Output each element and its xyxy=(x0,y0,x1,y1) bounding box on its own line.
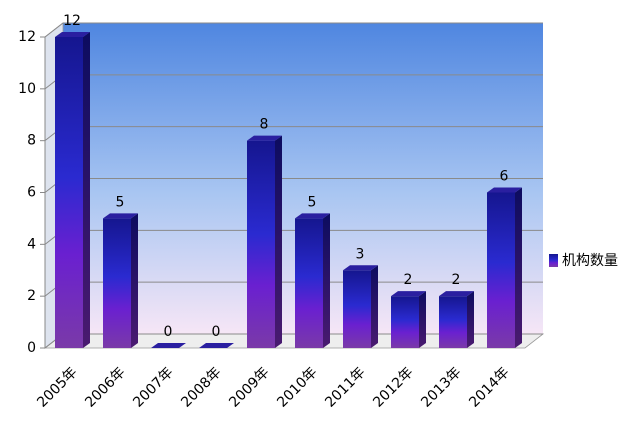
bar-side xyxy=(515,187,522,348)
data-label: 3 xyxy=(356,246,365,262)
data-label: 0 xyxy=(212,324,221,340)
bar-side xyxy=(371,265,378,348)
x-tick-label: 2014年 xyxy=(466,364,512,410)
bar-top xyxy=(55,32,90,37)
x-tick-label: 2009年 xyxy=(226,364,272,410)
bar xyxy=(391,296,419,348)
y-tick-label: 8 xyxy=(27,133,36,149)
bar xyxy=(247,140,275,348)
bar-side xyxy=(323,213,330,348)
x-tick-label: 2010年 xyxy=(274,364,320,410)
x-tick-label: 2012年 xyxy=(370,364,416,410)
y-tick-label: 4 xyxy=(27,236,36,252)
data-label: 5 xyxy=(308,194,317,210)
bar-top xyxy=(487,187,522,193)
bar xyxy=(487,192,515,348)
bar xyxy=(439,296,467,348)
x-tick-label: 2008年 xyxy=(178,364,224,410)
bar xyxy=(103,218,131,348)
bar-top xyxy=(199,343,234,348)
bar-side xyxy=(83,32,90,348)
legend-swatch xyxy=(549,254,558,267)
y-tick-label: 2 xyxy=(27,288,36,304)
data-label: 0 xyxy=(164,324,173,340)
data-label: 6 xyxy=(500,169,509,185)
bar-top xyxy=(247,135,282,141)
y-tick-label: 6 xyxy=(27,185,36,201)
bar-top xyxy=(103,213,138,219)
bar-side xyxy=(275,135,282,348)
y-tick-label: 0 xyxy=(27,340,36,356)
bar-top xyxy=(391,291,426,297)
bar-top xyxy=(295,213,330,219)
y-tick-label: 12 xyxy=(18,29,36,45)
data-label: 5 xyxy=(116,194,125,210)
grid-line xyxy=(44,22,543,38)
x-tick-label: 2007年 xyxy=(130,364,176,410)
bar-side xyxy=(419,291,426,348)
bar xyxy=(55,37,83,348)
x-tick-label: 2006年 xyxy=(82,364,128,410)
bar xyxy=(343,270,371,348)
y-tick-label: 10 xyxy=(18,81,36,97)
legend-label: 机构数量 xyxy=(562,253,618,269)
bar xyxy=(295,218,323,348)
bar-top xyxy=(439,291,474,297)
bar-side xyxy=(131,213,138,348)
data-label: 12 xyxy=(63,13,81,29)
bar-top xyxy=(343,265,378,271)
data-label: 8 xyxy=(260,117,269,133)
x-tick-label: 2011年 xyxy=(322,364,368,410)
bar-top xyxy=(151,343,186,348)
data-label: 2 xyxy=(452,272,461,288)
bar-side xyxy=(467,291,474,348)
data-label: 2 xyxy=(404,272,413,288)
x-tick-label: 2013年 xyxy=(418,364,464,410)
x-tick-label: 2005年 xyxy=(34,364,80,410)
